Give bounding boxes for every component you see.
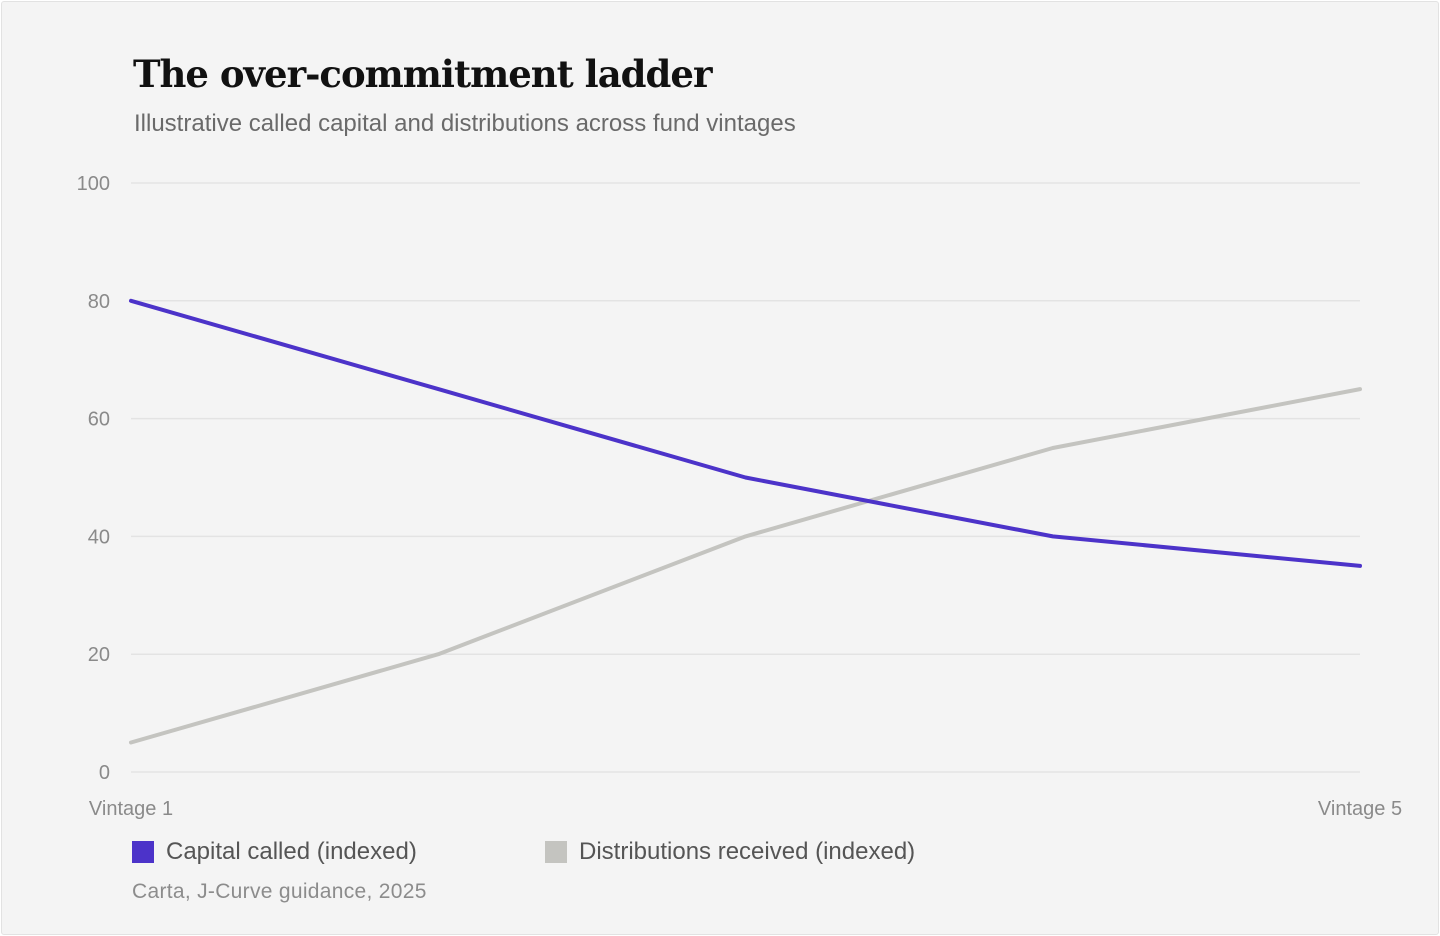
legend-item-distributions-received: Distributions received (indexed)	[545, 836, 915, 868]
y-tick-label: 60	[88, 409, 110, 431]
y-tick-label: 20	[88, 644, 110, 666]
y-tick-label: 40	[88, 526, 110, 548]
chart-title: The over-commitment ladder	[133, 52, 712, 96]
legend-label-distributions-received: Distributions received (indexed)	[579, 838, 916, 865]
series-line-capital-called	[129, 298, 1362, 568]
x-tick-label: Vintage 5	[1318, 798, 1402, 820]
legend-item-capital-called: Capital called (indexed)	[132, 836, 417, 868]
series-lines	[129, 298, 1362, 745]
legend-swatch-capital-called	[132, 841, 154, 863]
series-line-distributions-received	[129, 387, 1362, 745]
y-tick-label: 80	[88, 291, 110, 313]
y-tick-label: 100	[77, 173, 110, 195]
legend-swatch-distributions-received	[545, 841, 567, 863]
x-tick-label: Vintage 1	[89, 798, 173, 820]
y-tick-label: 0	[99, 762, 110, 784]
x-axis-tick-labels: Vintage 1 Vintage 5	[89, 798, 1402, 820]
legend-label-capital-called: Capital called (indexed)	[166, 838, 417, 865]
source-note: Carta, J-Curve guidance, 2025	[132, 880, 427, 903]
chart-subtitle: Illustrative called capital and distribu…	[134, 110, 796, 137]
y-axis-tick-labels: 0 20 40 60 80 100	[77, 173, 110, 784]
